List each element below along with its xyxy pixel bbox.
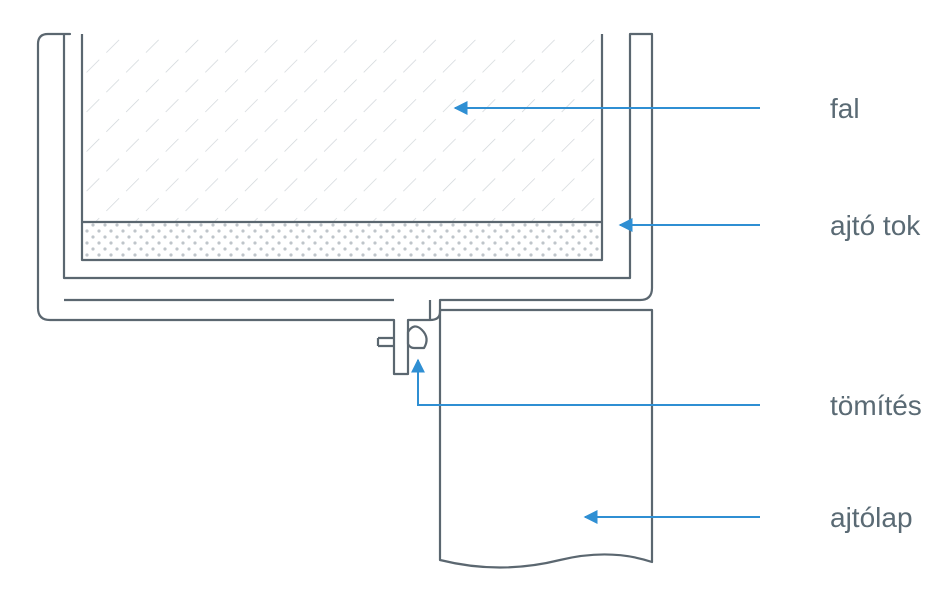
callout-seal: tömítés — [418, 360, 922, 421]
seal-profile — [408, 326, 427, 348]
label-leaf: ajtólap — [830, 502, 913, 533]
label-frame: ajtó tok — [830, 210, 921, 241]
label-seal: tömítés — [830, 390, 922, 421]
door-leaf — [440, 310, 652, 568]
callout-leaf: ajtólap — [585, 502, 913, 533]
callout-frame: ajtó tok — [620, 210, 921, 241]
wall-body — [82, 34, 602, 260]
label-wall: fal — [830, 93, 860, 124]
